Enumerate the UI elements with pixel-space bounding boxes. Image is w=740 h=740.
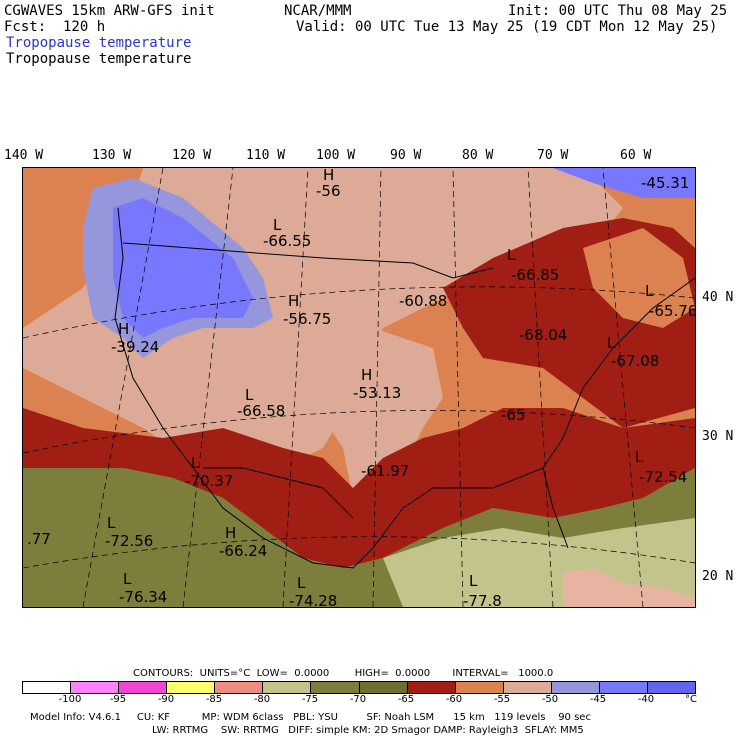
colorbar-swatch: [359, 682, 408, 693]
map-annotation-value: -77.8: [463, 592, 502, 607]
field-title-shaded: Tropopause temperature: [6, 35, 192, 51]
map-annotation-value: -45.31: [641, 174, 689, 192]
colorbar-swatch: [263, 682, 312, 693]
colorbar-swatch: [71, 682, 120, 693]
colorbar-tick-label: -100: [58, 694, 82, 705]
map-annotation-value: -66.55: [263, 232, 311, 250]
colorbar-tick-label: -65: [397, 694, 415, 705]
map-annotation-value: -68.04: [519, 326, 567, 344]
tropopause-temperature-map: H -56 L -66.55 H -56.75 H -39.24 L -66.5…: [22, 167, 696, 608]
map-annotation-value: -60.88: [399, 292, 447, 310]
map-canvas: H -56 L -66.55 H -56.75 H -39.24 L -66.5…: [23, 168, 695, 607]
colorbar-tick-label: -80: [253, 694, 271, 705]
colorbar-tick-label: -50: [541, 694, 559, 705]
map-annotation-mark: H: [225, 524, 236, 542]
colorbar-swatch: [599, 682, 649, 693]
colorbar-swatch: [119, 682, 168, 693]
colorbar-tick-label: °C: [685, 694, 697, 705]
colorbar-tick-label: -40: [637, 694, 655, 705]
lon-label: 60 W: [620, 148, 652, 163]
map-annotation-value: -39.24: [111, 338, 159, 356]
map-annotation-value: -66.24: [219, 542, 267, 560]
map-annotation-value: -65: [501, 406, 526, 424]
lat-label: 30 N: [702, 429, 734, 444]
map-annotation-mark: L: [245, 386, 254, 404]
map-annotation-mark: L: [297, 574, 306, 592]
colorbar-tick-label: -55: [493, 694, 511, 705]
colorbar-tick-label: -90: [157, 694, 175, 705]
map-annotation-mark: L: [645, 282, 654, 300]
colorbar-swatch: [648, 682, 696, 693]
model-info-line2: LW: RRTMG SW: RRTMG DIFF: simple KM: 2D …: [152, 725, 584, 736]
lon-label: 110 W: [246, 148, 286, 163]
map-annotation-value: -66.58: [237, 402, 285, 420]
map-annotations: H -56 L -66.55 H -56.75 H -39.24 L -66.5…: [27, 168, 695, 607]
lat-label: 40 N: [702, 290, 734, 305]
map-annotation-value: -70.37: [185, 472, 233, 490]
colorbar-swatch: [503, 682, 552, 693]
lon-label: 100 W: [316, 148, 356, 163]
colorbar: [22, 681, 696, 694]
colorbar-swatch: [311, 682, 360, 693]
model-title: CGWAVES 15km ARW-GFS init: [4, 3, 215, 19]
colorbar-swatch: [455, 682, 504, 693]
colorbar-tick-label: -60: [445, 694, 463, 705]
map-annotation-value: -53.13: [353, 384, 401, 402]
organization: NCAR/MMM: [284, 3, 352, 19]
map-annotation-value: -66.85: [511, 266, 559, 284]
map-annotation-value: -56.75: [283, 310, 331, 328]
colorbar-tick-label: -75: [301, 694, 319, 705]
contours-info: CONTOURS: UNITS=°C LOW= 0.0000 HIGH= 0.0…: [133, 668, 554, 679]
map-annotation-mark: L: [507, 246, 516, 264]
model-info-line1: Model Info: V4.6.1 CU: KF MP: WDM 6class…: [30, 712, 591, 723]
lon-label: 140 W: [4, 148, 44, 163]
colorbar-swatch: [407, 682, 456, 693]
colorbar-swatch: [167, 682, 216, 693]
lon-label: 130 W: [92, 148, 132, 163]
map-annotation-value: -72.54: [639, 468, 687, 486]
map-annotation-value: -72.56: [105, 532, 153, 550]
init-time: Init: 00 UTC Thu 08 May 25: [508, 3, 728, 19]
colorbar-tick-label: -95: [109, 694, 127, 705]
map-annotation-mark: H: [361, 366, 372, 384]
forecast-hour: Fcst: 120 h: [4, 19, 106, 35]
lon-label: 90 W: [390, 148, 422, 163]
lon-label: 80 W: [462, 148, 494, 163]
lat-label: 20 N: [702, 569, 734, 584]
map-annotation-value: -74.28: [289, 592, 337, 607]
colorbar-tick-label: -85: [205, 694, 223, 705]
map-annotation-value: -65.76: [649, 302, 695, 320]
lon-label: 120 W: [172, 148, 212, 163]
lon-label: 70 W: [537, 148, 569, 163]
map-annotation-mark: L: [635, 448, 644, 466]
map-annotation-mark: L: [469, 572, 478, 590]
colorbar-tick-label: -45: [589, 694, 607, 705]
map-annotation-value: -67.08: [611, 352, 659, 370]
colorbar-swatch: [215, 682, 264, 693]
colorbar-tick-label: -70: [349, 694, 367, 705]
map-annotation-value: -56: [316, 182, 341, 200]
map-annotation-mark: L: [191, 454, 200, 472]
map-annotation-mark: H: [118, 320, 129, 338]
map-annotation-mark: L: [607, 334, 616, 352]
colorbar-swatch: [23, 682, 72, 693]
valid-time: Valid: 00 UTC Tue 13 May 25 (19 CDT Mon …: [296, 19, 718, 35]
map-annotation-mark: L: [123, 570, 132, 588]
map-annotation-mark: H: [323, 168, 334, 184]
map-annotation-value: -76.34: [119, 588, 167, 606]
map-annotation-mark: L: [107, 514, 116, 532]
colorbar-swatch: [551, 682, 600, 693]
map-annotation-value: .77: [27, 530, 51, 548]
map-annotation-mark: L: [273, 216, 282, 234]
map-annotation-mark: H: [288, 292, 299, 310]
field-title-contour: Tropopause temperature: [6, 51, 192, 67]
map-annotation-value: -61.97: [361, 462, 409, 480]
